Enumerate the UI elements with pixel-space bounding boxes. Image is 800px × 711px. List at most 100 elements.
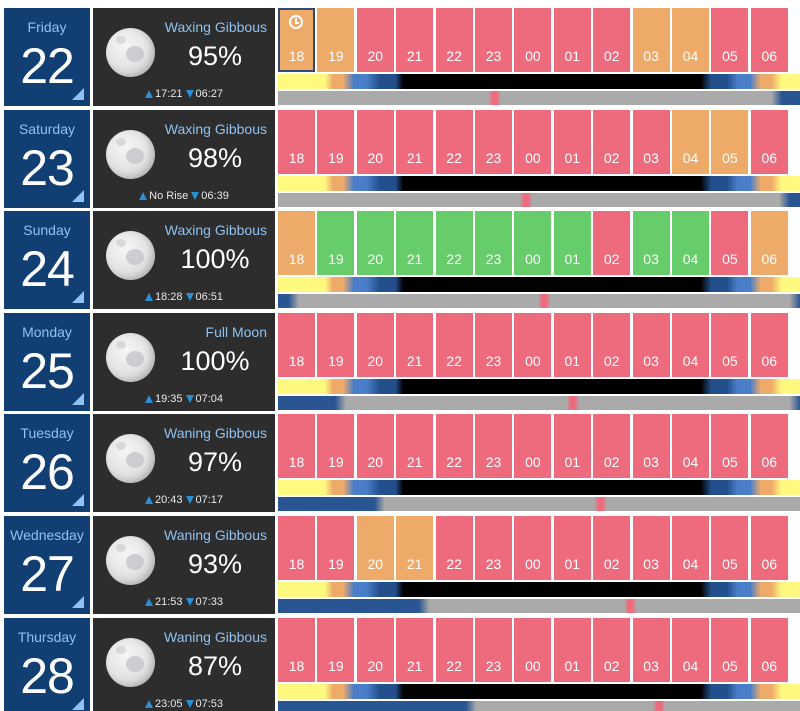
expand-corner-icon[interactable] xyxy=(72,88,84,100)
date-tile[interactable]: Thursday 28 xyxy=(4,617,90,711)
hour-cell[interactable]: 22 xyxy=(435,516,473,580)
hour-cell[interactable]: 02 xyxy=(593,211,631,276)
hour-cell[interactable]: 23 xyxy=(475,109,512,174)
hour-cell[interactable]: 06 xyxy=(750,617,788,682)
expand-corner-icon[interactable] xyxy=(72,596,84,608)
date-tile[interactable]: Monday 25 xyxy=(4,312,90,411)
hour-cell[interactable]: 03 xyxy=(632,211,670,276)
expand-corner-icon[interactable] xyxy=(72,697,84,710)
hour-cell[interactable]: 21 xyxy=(396,617,434,682)
hour-cell[interactable]: 19 xyxy=(317,516,355,580)
hour-cell[interactable]: 01 xyxy=(553,312,591,377)
hour-cell[interactable]: 02 xyxy=(593,312,631,377)
hour-cell[interactable]: 20 xyxy=(356,617,394,682)
date-tile[interactable]: Tuesday 26 xyxy=(4,414,90,513)
hour-cell[interactable]: 02 xyxy=(593,109,631,174)
hour-cell[interactable]: 22 xyxy=(435,414,473,479)
hour-cell[interactable]: 05 xyxy=(711,617,749,682)
hour-cell[interactable]: 00 xyxy=(514,617,552,682)
hour-cell[interactable]: 04 xyxy=(672,211,709,276)
hour-cell[interactable]: 22 xyxy=(435,211,473,276)
hour-cell[interactable]: 03 xyxy=(632,109,670,174)
hour-cell[interactable]: 01 xyxy=(553,414,591,479)
hour-cell[interactable]: 06 xyxy=(750,109,788,174)
hour-cell[interactable]: 21 xyxy=(396,109,434,174)
hour-cell[interactable]: 05 xyxy=(711,516,749,580)
hour-cell[interactable]: 04 xyxy=(672,414,709,479)
hour-cell[interactable]: 20 xyxy=(356,516,394,580)
hour-cell[interactable]: 18 xyxy=(278,516,315,580)
hour-cell[interactable]: 01 xyxy=(553,211,591,276)
hour-cell[interactable]: 00 xyxy=(514,211,552,276)
hour-cell[interactable]: 20 xyxy=(356,211,394,276)
hour-cell[interactable]: 00 xyxy=(514,312,552,377)
hour-cell[interactable]: 05 xyxy=(711,8,749,72)
hour-cell[interactable]: 01 xyxy=(553,109,591,174)
hour-cell[interactable]: 01 xyxy=(553,617,591,682)
hour-cell[interactable]: 03 xyxy=(632,414,670,479)
hour-cell[interactable]: 05 xyxy=(711,312,749,377)
hour-cell[interactable]: 18 xyxy=(278,211,315,276)
hour-cell[interactable]: 20 xyxy=(356,414,394,479)
date-tile[interactable]: Friday 22 xyxy=(4,8,90,106)
hour-cell[interactable]: 06 xyxy=(750,516,788,580)
hour-cell[interactable]: 18 xyxy=(278,312,315,377)
hour-cell[interactable]: 03 xyxy=(632,617,670,682)
date-tile[interactable]: Sunday 24 xyxy=(4,211,90,310)
hour-cell[interactable]: 03 xyxy=(632,8,670,72)
hour-cell[interactable]: 02 xyxy=(593,617,631,682)
hour-cell[interactable]: 06 xyxy=(750,312,788,377)
expand-corner-icon[interactable] xyxy=(72,392,84,405)
date-tile[interactable]: Wednesday 27 xyxy=(4,516,90,614)
hour-cell[interactable]: 21 xyxy=(396,211,434,276)
hour-cell[interactable]: 18 xyxy=(278,617,315,682)
expand-corner-icon[interactable] xyxy=(72,494,84,507)
hour-cell[interactable]: 05 xyxy=(711,414,749,479)
hour-cell[interactable]: 02 xyxy=(593,516,631,580)
hour-cell[interactable]: 19 xyxy=(317,8,355,72)
hour-cell[interactable]: 18 xyxy=(278,8,315,72)
hour-cell[interactable]: 00 xyxy=(514,109,552,174)
expand-corner-icon[interactable] xyxy=(72,291,84,304)
date-tile[interactable]: Saturday 23 xyxy=(4,109,90,208)
hour-cell[interactable]: 05 xyxy=(711,109,749,174)
hour-cell[interactable]: 23 xyxy=(475,312,512,377)
hour-cell[interactable]: 02 xyxy=(593,414,631,479)
hour-cell[interactable]: 23 xyxy=(475,414,512,479)
hour-cell[interactable]: 19 xyxy=(317,414,355,479)
hour-cell[interactable]: 02 xyxy=(593,8,631,72)
hour-cell[interactable]: 04 xyxy=(672,312,709,377)
hour-cell[interactable]: 22 xyxy=(435,109,473,174)
hour-cell[interactable]: 21 xyxy=(396,516,434,580)
hour-cell[interactable]: 04 xyxy=(672,8,709,72)
hour-cell[interactable]: 19 xyxy=(317,312,355,377)
hour-cell[interactable]: 00 xyxy=(514,414,552,479)
hour-cell[interactable]: 22 xyxy=(435,8,473,72)
hour-cell[interactable]: 20 xyxy=(356,312,394,377)
hour-cell[interactable]: 23 xyxy=(475,211,512,276)
hour-cell[interactable]: 20 xyxy=(356,8,394,72)
hour-cell[interactable]: 21 xyxy=(396,414,434,479)
hour-cell[interactable]: 06 xyxy=(750,8,788,72)
hour-cell[interactable]: 21 xyxy=(396,8,434,72)
hour-cell[interactable]: 05 xyxy=(711,211,749,276)
hour-cell[interactable]: 01 xyxy=(553,516,591,580)
hour-cell[interactable]: 22 xyxy=(435,617,473,682)
hour-cell[interactable]: 22 xyxy=(435,312,473,377)
hour-cell[interactable]: 23 xyxy=(475,617,512,682)
hour-cell[interactable]: 18 xyxy=(278,109,315,174)
hour-cell[interactable]: 03 xyxy=(632,516,670,580)
hour-cell[interactable]: 01 xyxy=(553,8,591,72)
hour-cell[interactable]: 20 xyxy=(356,109,394,174)
hour-cell[interactable]: 06 xyxy=(750,414,788,479)
hour-cell[interactable]: 04 xyxy=(672,617,709,682)
hour-cell[interactable]: 23 xyxy=(475,516,512,580)
hour-cell[interactable]: 19 xyxy=(317,109,355,174)
expand-corner-icon[interactable] xyxy=(72,189,84,202)
hour-cell[interactable]: 03 xyxy=(632,312,670,377)
hour-cell[interactable]: 00 xyxy=(514,8,552,72)
hour-cell[interactable]: 18 xyxy=(278,414,315,479)
hour-cell[interactable]: 19 xyxy=(317,211,355,276)
hour-cell[interactable]: 19 xyxy=(317,617,355,682)
hour-cell[interactable]: 21 xyxy=(396,312,434,377)
